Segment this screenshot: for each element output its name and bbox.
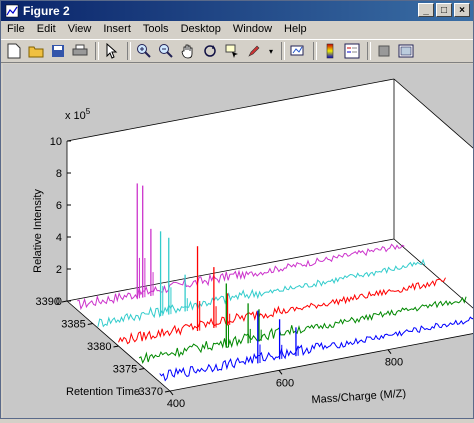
figure-canvas: x 105 0 2 4 6 8 10 3370 3375 3380 3385 3390 400 60… — [3, 64, 474, 418]
rotate-3d-icon[interactable] — [201, 42, 219, 60]
figure-toolbar: ▾ — [1, 39, 473, 63]
toolbar-separator — [95, 42, 99, 60]
z-tick-label: 4 — [56, 232, 62, 244]
x-tick-mark — [169, 390, 174, 396]
axes-edge — [393, 238, 474, 310]
menu-view[interactable]: View — [67, 23, 92, 35]
toolbar-separator — [367, 42, 371, 60]
brush-icon[interactable] — [245, 42, 263, 60]
spectrum-series — [159, 310, 474, 382]
y-tick-mark — [61, 300, 68, 303]
z-tick-label: 10 — [50, 136, 62, 148]
menu-file[interactable]: File — [7, 23, 25, 35]
y-tick-label: 3375 — [113, 364, 137, 376]
menu-insert[interactable]: Insert — [103, 23, 131, 35]
matlab-figure-icon — [5, 4, 19, 18]
y-tick-label: 3380 — [87, 341, 111, 353]
menu-edit[interactable]: Edit — [36, 23, 56, 35]
z-tick-label: 8 — [56, 168, 62, 180]
z-tick-label: 2 — [56, 264, 62, 276]
pan-icon[interactable] — [179, 42, 197, 60]
y-tick-mark — [139, 368, 145, 370]
x-tick-label: 400 — [167, 398, 185, 410]
spectrum-baseline — [118, 277, 446, 345]
x-tick-label: 800 — [385, 357, 403, 369]
link-icon[interactable] — [289, 42, 307, 60]
y-tick-mark — [113, 345, 119, 348]
title-bar: Figure 2 _ □ × — [1, 1, 473, 21]
pointer-icon[interactable] — [103, 42, 121, 60]
spectra-series — [77, 183, 474, 382]
back-wall-pane — [67, 79, 394, 301]
toolbar-separator — [127, 42, 131, 60]
menu-tools[interactable]: Tools — [142, 23, 169, 35]
axes-edge — [169, 332, 474, 392]
minimize-button[interactable]: _ — [418, 3, 434, 17]
window-title: Figure 2 — [23, 4, 70, 18]
x-tick-label: 600 — [276, 377, 294, 389]
z-tick-label: 0 — [56, 296, 62, 308]
spectrum-baseline — [97, 258, 426, 328]
menu-help[interactable]: Help — [284, 23, 307, 35]
z-axis-label: Relative Intensity — [32, 189, 44, 273]
legend-icon[interactable] — [343, 42, 361, 60]
spectrum-series — [97, 231, 426, 328]
spectrum-baseline — [159, 316, 474, 382]
new-figure-icon[interactable] — [5, 42, 23, 60]
print-icon[interactable] — [71, 42, 89, 60]
spectrum-series — [138, 283, 467, 365]
y-tick-label: 3385 — [61, 319, 85, 331]
spectrum-series — [118, 246, 446, 345]
data-cursor-icon[interactable] — [223, 42, 241, 60]
zoom-out-icon[interactable] — [157, 42, 175, 60]
zoom-in-icon[interactable] — [135, 42, 153, 60]
axes-edge — [66, 78, 395, 142]
maximize-button[interactable]: □ — [436, 3, 452, 17]
x-axis-ticks: 4006008001000 — [167, 349, 403, 410]
y-tick-label: 3390 — [36, 296, 60, 308]
y-tick-mark — [164, 390, 171, 393]
menu-desktop[interactable]: Desktop — [180, 23, 221, 35]
colorbar-icon[interactable] — [321, 42, 339, 60]
z-tick-label: 6 — [56, 200, 62, 212]
close-button[interactable]: × — [454, 3, 470, 17]
spectrum-baseline — [77, 243, 405, 311]
axes-edge — [66, 238, 395, 302]
hide-plot-tools-icon[interactable] — [375, 42, 393, 60]
spectrum-baseline — [138, 296, 467, 365]
x-tick-mark — [278, 370, 283, 375]
x-axis-label: Mass/Charge (M/Z) — [311, 388, 406, 407]
spectrum-series — [77, 183, 405, 311]
open-icon[interactable] — [27, 42, 45, 60]
z-exponent-label: x 105 — [65, 107, 91, 122]
z-axis-ticks: 0 2 4 6 8 10 — [50, 136, 71, 308]
axes-box — [66, 78, 474, 392]
x-tick-mark — [387, 349, 392, 354]
y-tick-mark — [87, 323, 93, 325]
y-axis-label: Retention Time — [66, 386, 140, 398]
y-tick-label: 3370 — [139, 386, 163, 398]
chevron-down-icon[interactable]: ▾ — [268, 46, 273, 56]
side-wall-pane — [394, 79, 474, 309]
show-plot-tools-icon[interactable] — [397, 42, 415, 60]
menu-window[interactable]: Window — [232, 23, 273, 35]
save-icon[interactable] — [49, 42, 67, 60]
toolbar-separator — [313, 42, 317, 60]
toolbar-separator — [281, 42, 285, 60]
axes-edge — [393, 78, 474, 150]
menu-bar: File Edit View Insert Tools Desktop Wind… — [1, 21, 473, 39]
